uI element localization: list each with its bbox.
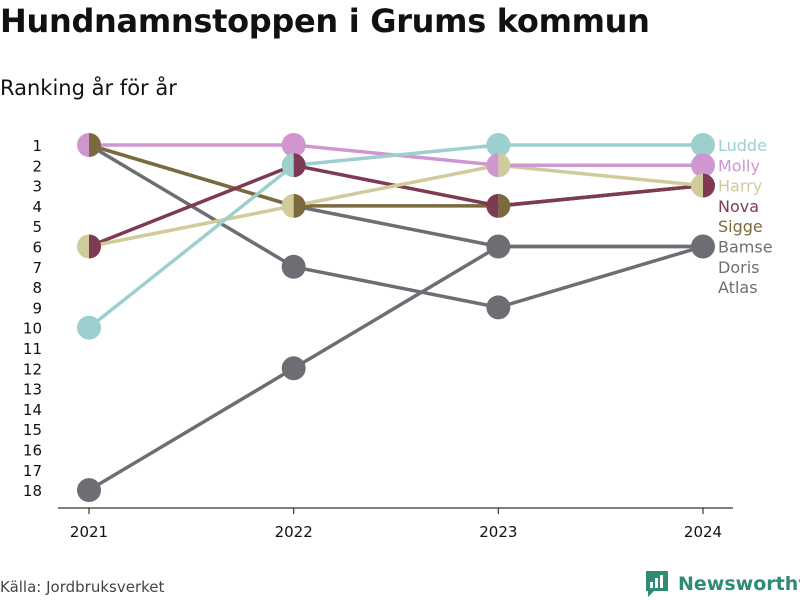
- y-tick-label: 9: [32, 299, 42, 317]
- y-tick-label: 6: [32, 239, 42, 257]
- y-tick-label: 16: [23, 442, 42, 460]
- marker-harry: [77, 234, 89, 259]
- marker-molly: [486, 153, 499, 178]
- marker-ludde: [77, 315, 101, 340]
- y-tick-label: 4: [32, 198, 42, 216]
- legend-label-atlas: Atlas: [718, 278, 758, 297]
- marker-nova: [89, 234, 101, 259]
- legend-label-doris: Doris: [718, 258, 759, 277]
- marker-sigge: [498, 193, 511, 218]
- chart-title: Hundnamnstoppen i Grums kommun: [0, 2, 650, 40]
- marker-atlas: [77, 478, 101, 503]
- marker-harry: [498, 153, 511, 178]
- y-tick-label: 5: [32, 218, 42, 236]
- y-tick-label: 3: [32, 178, 42, 196]
- marker-ludde: [691, 133, 715, 157]
- brand-logo[interactable]: Newsworthy: [644, 569, 800, 599]
- marker-bamse: [486, 234, 511, 259]
- legend-label-sigge: Sigge: [718, 217, 763, 236]
- marker-harry: [691, 173, 703, 198]
- marker-molly: [77, 133, 89, 157]
- y-tick-label: 7: [32, 259, 42, 277]
- legend-label-molly: Molly: [718, 156, 760, 175]
- y-tick-label: 12: [23, 360, 42, 378]
- source-note: Källa: Jordbruksverket: [0, 578, 165, 596]
- y-tick-label: 8: [32, 279, 42, 297]
- marker-molly: [281, 133, 306, 157]
- y-tick-label: 13: [23, 381, 42, 399]
- x-tick-label: 2023: [479, 523, 517, 541]
- y-tick-label: 1: [32, 137, 42, 155]
- y-tick-label: 10: [23, 320, 42, 338]
- marker-doris: [281, 254, 306, 279]
- y-tick-label: 14: [23, 401, 42, 419]
- marker-ludde: [486, 133, 511, 157]
- x-tick-label: 2021: [70, 523, 108, 541]
- series-line-atlas: [87, 244, 705, 492]
- marker-doris: [89, 133, 101, 157]
- y-tick-label: 2: [32, 157, 42, 175]
- newsworthy-logo-icon: [644, 569, 670, 599]
- marker-atlas: [281, 356, 306, 381]
- marker-doris: [486, 295, 511, 320]
- marker-bamse: [691, 234, 715, 259]
- brand-name: Newsworthy: [678, 573, 800, 595]
- y-tick-label: 17: [23, 462, 42, 480]
- marker-ludde: [281, 153, 294, 178]
- marker-harry: [281, 193, 294, 218]
- chart-subtitle: Ranking år för år: [0, 76, 177, 100]
- series-line-ludde: [87, 143, 705, 330]
- legend-label-bamse: Bamse: [718, 238, 773, 257]
- y-tick-label: 15: [23, 421, 42, 439]
- marker-molly: [691, 153, 715, 178]
- x-tick-label: 2024: [684, 523, 722, 541]
- y-tick-label: 11: [23, 340, 42, 358]
- legend-label-nova: Nova: [718, 197, 759, 216]
- marker-sigge: [703, 173, 715, 198]
- legend-label-harry: Harry: [718, 177, 762, 196]
- legend-label-ludde: Ludde: [718, 136, 767, 155]
- y-tick-label: 18: [23, 482, 42, 500]
- marker-nova: [293, 153, 306, 178]
- x-tick-label: 2022: [275, 523, 313, 541]
- marker-bamse: [293, 193, 306, 218]
- series-line-harry: [87, 163, 705, 249]
- marker-nova: [486, 193, 499, 218]
